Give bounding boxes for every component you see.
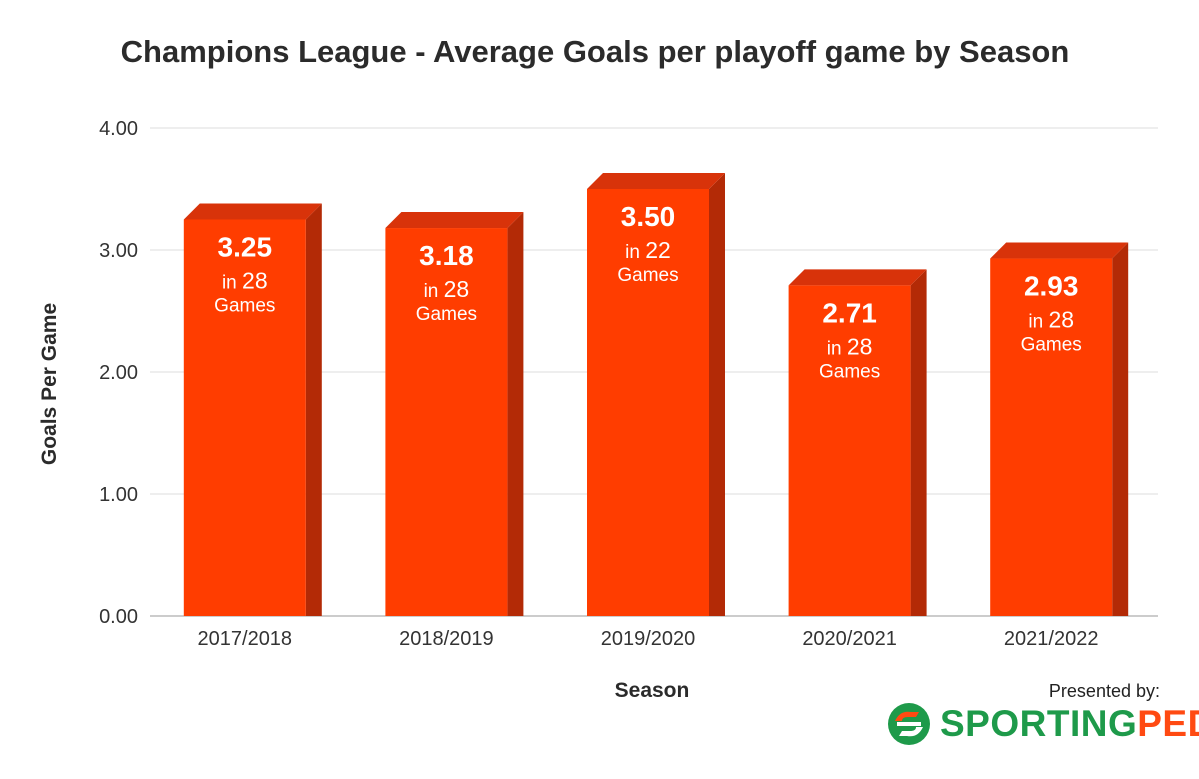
bar-value-label: 3.50 [621,201,676,232]
bar-games-label: Games [617,265,678,286]
presented-by-label: Presented by: [1048,681,1160,701]
sportingpedia-logo-icon [888,703,930,745]
bar-side [910,269,927,616]
y-tick-label: 4.00 [99,118,138,140]
brand-name-pedia: PEDIA [1137,703,1199,744]
y-tick-label: 0.00 [99,606,138,628]
bar-top [587,173,725,189]
bar-value-label: 2.71 [822,297,877,328]
bar-side [1112,242,1129,617]
bar-top [385,212,524,229]
y-tick-label: 1.00 [99,484,138,506]
x-axis-title: Season [615,679,690,702]
bar-side [709,173,725,616]
bar-games-label: Games [416,304,477,325]
x-tick-label: 2020/2021 [802,628,897,650]
y-tick-label: 2.00 [99,362,138,384]
bar-value-label: 3.25 [218,232,273,263]
bar-side [507,212,524,617]
x-tick-label: 2019/2020 [601,628,696,650]
bar [385,228,508,617]
bar-value-label: 3.18 [419,240,474,271]
bar [990,258,1113,616]
bar-games-count: in 28 [222,268,268,294]
bar-side [305,203,322,616]
bar-games-count: in 28 [424,276,470,302]
sportingpedia-logo: SPORTING PEDIA [886,700,1199,748]
y-tick-label: 3.00 [99,240,138,262]
brand-name-sporting: SPORTING [940,703,1138,744]
x-tick-label: 2018/2019 [399,628,494,650]
bar [587,189,709,616]
bar-games-label: Games [214,296,275,317]
bar-games-label: Games [819,361,880,382]
bar-games-count: in 28 [1028,307,1074,333]
bar [788,285,911,616]
bar-top [990,242,1129,259]
bar-top [183,203,322,220]
x-tick-label: 2017/2018 [198,628,293,650]
chart-title: Champions League - Average Goals per pla… [120,34,1070,69]
bar-games-count: in 22 [625,237,671,263]
bar-games-label: Games [1021,335,1082,356]
bar-top [788,269,927,286]
x-tick-label: 2021/2022 [1004,628,1099,650]
bar-games-count: in 28 [827,333,873,359]
y-axis-title: Goals Per Game [38,303,61,465]
bar-value-label: 2.93 [1024,271,1079,302]
bar [183,219,306,616]
